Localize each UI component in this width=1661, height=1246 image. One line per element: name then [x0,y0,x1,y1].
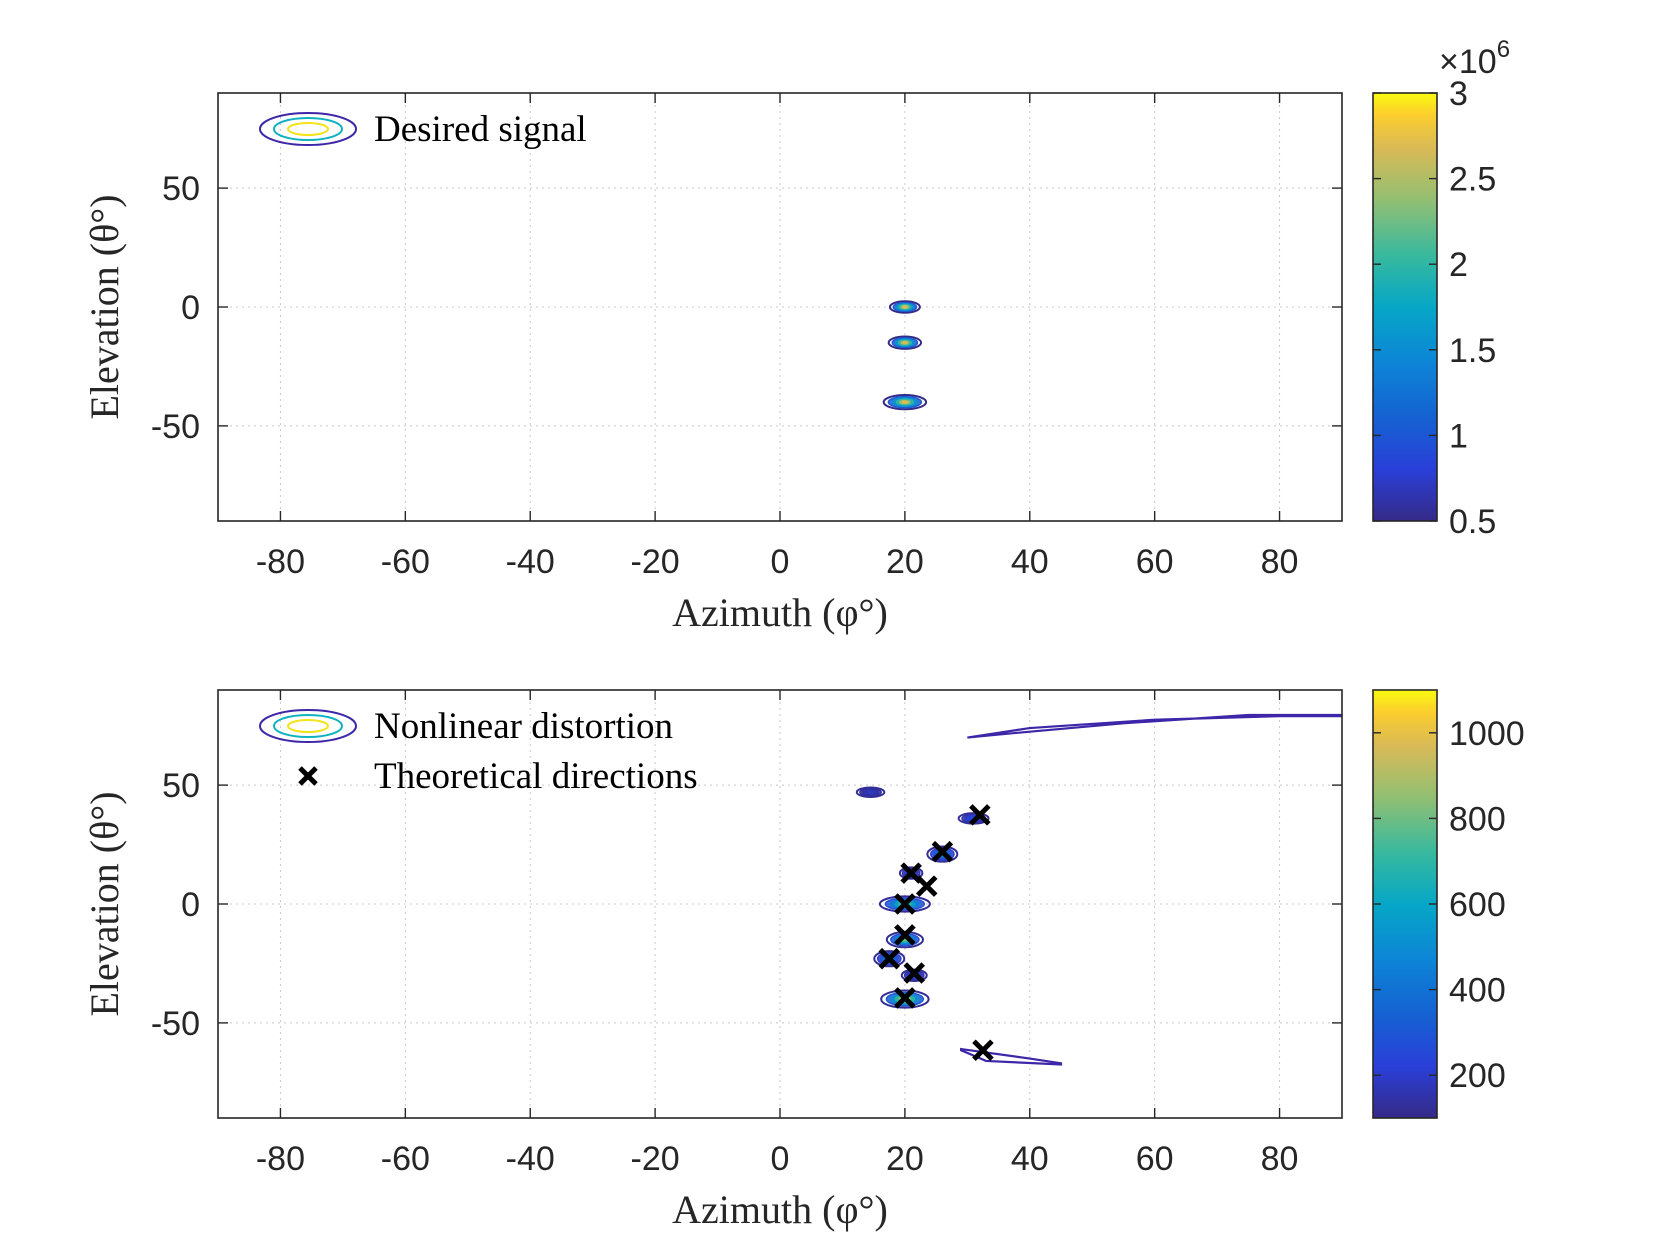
legend-contour-swatch [287,719,329,733]
marker-stroke [900,862,922,884]
colorbar-gradient [1372,689,1438,1119]
marker-stroke [931,840,954,863]
x-tick-label: -60 [381,1140,430,1178]
x-tick-label: -60 [381,543,430,581]
marker-stroke [894,987,916,1009]
colorbar-tick-label: 2 [1449,246,1468,284]
contour-level [887,335,923,350]
contour-level [878,895,931,913]
y-tick-label: 50 [162,170,200,208]
x-tick-label: 40 [1011,1140,1049,1178]
marker-stroke [894,924,916,946]
contour-blob [855,786,886,799]
contour-level [888,300,921,314]
x-tick-label: 80 [1261,1140,1299,1178]
x-tick-label: 20 [886,1140,924,1178]
x-tick-label: -40 [506,1140,555,1178]
marker-stroke [894,893,916,915]
legend-contour-swatch [273,117,343,141]
contour-level [868,790,873,794]
x-tick-label: 60 [1136,1140,1174,1178]
theoretical-direction-marker [894,987,916,1009]
contour-level [926,845,959,863]
x-tick-label: -20 [631,543,680,581]
x-tick-label: 0 [771,1140,790,1178]
x-tick-label: 40 [1011,543,1049,581]
legend-contour-swatch [287,122,329,136]
x-tick-label: 0 [771,543,790,581]
y-axis-label: Elevation (θ°) [82,194,127,419]
marker-stroke [969,804,991,826]
theoretical-direction-marker [915,875,938,897]
colorbar-tick-label: 3 [1449,75,1468,113]
y-tick-label: 0 [181,289,200,327]
contour-level [902,305,908,309]
marker-stroke [915,875,938,897]
x-tick-label: 60 [1136,543,1174,581]
colorbar-multiplier-exponent: 6 [1497,36,1510,63]
panel-desired-signal: -80 -60 -40 -20 0 20 40 60 80 -50 0 50 Azimuth (φ°) E… [82,36,1510,635]
contour-blob [882,393,928,411]
colorbar-tick-label: 1000 [1449,715,1525,753]
colorbar-tick-label: 1.5 [1449,332,1496,370]
x-tick-label: -80 [256,543,305,581]
contour-level [873,950,906,968]
contour-blob [887,335,923,350]
y-tick-label: -50 [151,408,200,446]
theoretical-direction-marker [878,947,901,970]
contour-level [882,393,928,411]
legend-entry-label: Theoretical directions [374,756,698,797]
x-tick-label: 80 [1261,543,1299,581]
y-axis-label: Elevation (θ°) [82,791,127,1016]
colorbar-tick-label: 200 [1449,1057,1506,1095]
x-axis-label: Azimuth (φ°) [672,1187,888,1232]
y-tick-label: 0 [181,886,200,924]
colorbar-tick-label: 600 [1449,886,1506,924]
y-tick-label: 50 [162,767,200,805]
contour-blob [888,300,921,314]
theoretical-direction-marker [894,924,916,946]
legend-entry-label: Nonlinear distortion [374,706,673,747]
marker-stroke [972,1039,994,1062]
legend-entry-label: Desired signal [374,109,587,150]
colorbar-tick-label: 0.5 [1449,503,1496,541]
marker-stroke [903,962,926,984]
legend: Desired signal [259,109,587,150]
colorbar-gradient [1372,92,1438,522]
theoretical-direction-marker [969,804,991,826]
x-tick-label: -40 [506,543,555,581]
y-tick-label: -50 [151,1005,200,1043]
x-axis-label: Azimuth (φ°) [672,590,888,635]
contour-level [880,989,930,1009]
colorbar-tick-label: 2.5 [1449,161,1496,199]
marker-stroke [878,947,901,970]
contour-level [855,786,886,799]
contour-level [898,866,924,880]
theoretical-direction-marker [931,840,954,863]
colorbar-tick-label: 800 [1449,800,1506,838]
theoretical-direction-marker [903,962,926,984]
x-tick-label: 20 [886,543,924,581]
contour-streak [959,1047,1063,1066]
legend-marker-swatch [298,766,318,786]
colorbar: 200 400 600 800 1000 [1372,689,1525,1119]
plot-area [882,300,928,411]
theoretical-direction-marker [894,893,916,915]
colorbar-tick-label: 1 [1449,417,1468,455]
colorbar: 0.5 1 1.5 2 2.5 3×106 [1372,36,1510,541]
contour-level [902,341,908,345]
contour-streak [967,713,1342,739]
legend-contour-swatch [273,714,343,738]
contour-level [901,400,909,404]
theoretical-direction-marker [972,1039,994,1062]
colorbar-tick-label: 400 [1449,972,1506,1010]
x-tick-label: -20 [631,1140,680,1178]
x-tick-label: -80 [256,1140,305,1178]
panel-nonlinear-distortion: -80 -60 -40 -20 0 20 40 60 80 -50 0 50 Azimuth (φ°) E… [82,689,1525,1232]
legend-contour-swatch [259,112,357,146]
colorbar-multiplier: ×106 [1439,36,1510,81]
legend: Nonlinear distortion Theoretical directio… [259,706,698,797]
legend-contour-swatch [259,709,357,743]
